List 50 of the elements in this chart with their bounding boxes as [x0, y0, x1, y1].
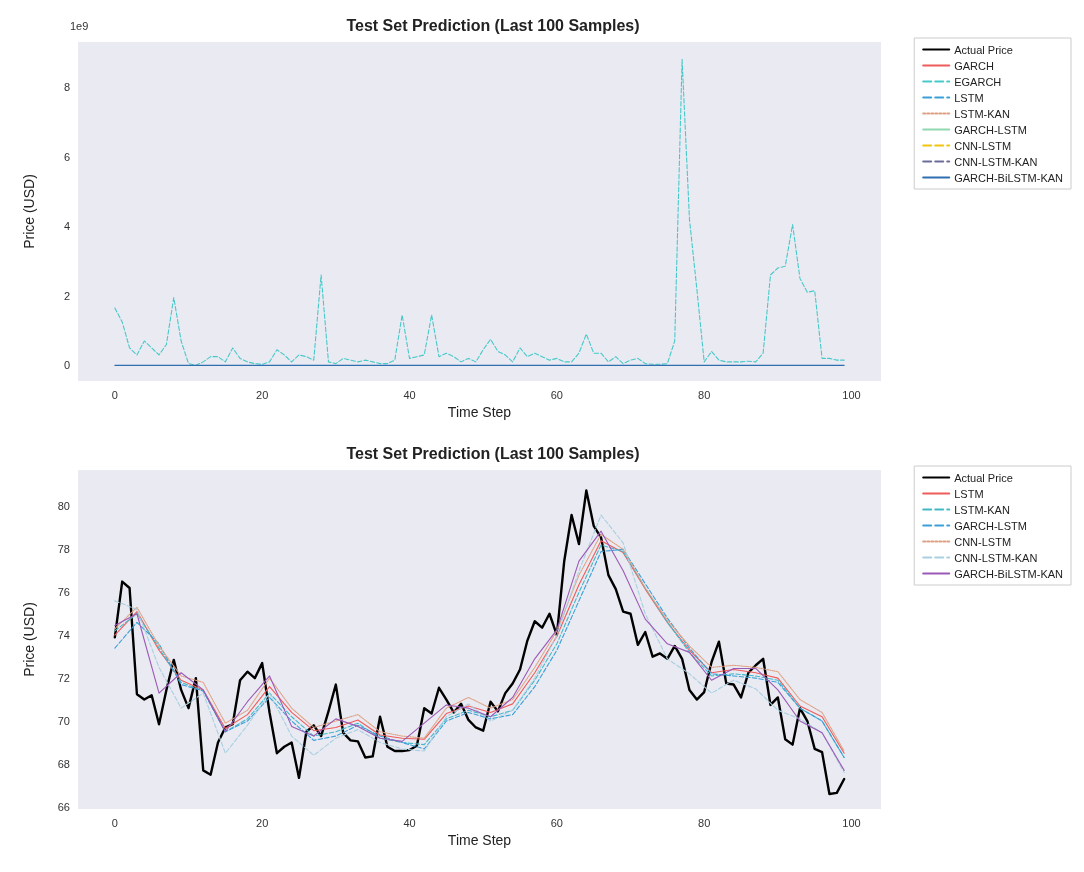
y-tick-label: 76 [57, 586, 70, 599]
y-tick-label: 78 [57, 543, 70, 556]
legend-label: GARCH-LSTM [954, 519, 1027, 532]
x-tick-label: 60 [550, 388, 563, 401]
x-tick-label: 0 [111, 816, 118, 829]
legend-label: LSTM-KAN [954, 107, 1010, 120]
legend-label: GARCH-BiLSTM-KAN [954, 171, 1064, 184]
legend-label: Actual Price [954, 471, 1013, 484]
x-tick-label: 40 [403, 816, 416, 829]
legend-label: LSTM [954, 487, 984, 500]
y-tick-label: 4 [63, 220, 70, 233]
legend-label: EGARCH [954, 75, 1002, 88]
y-axis-title: Price (USD) [21, 174, 37, 249]
x-tick-label: 40 [403, 388, 416, 401]
text: 1e9 [70, 19, 89, 32]
x-tick-label: 60 [550, 816, 563, 829]
y-tick-label: 66 [57, 800, 70, 813]
x-axis-title: Time Step [447, 404, 512, 420]
line-series [113, 489, 846, 796]
y-tick-label: 2 [63, 289, 70, 302]
x-tick-label: 100 [842, 388, 861, 401]
legend-label: CNN-LSTM [954, 535, 1012, 548]
y-tick-label: 74 [57, 629, 70, 642]
chart-title: Test Set Prediction (Last 100 Samples) [346, 444, 640, 462]
y-axis-title: Price (USD) [21, 602, 37, 677]
y-tick-label: 0 [63, 359, 70, 372]
y-tick-label: 72 [57, 672, 70, 685]
y-tick-label: 70 [57, 715, 70, 728]
y-tick-label: 8 [63, 81, 70, 94]
legend-label: CNN-LSTM [954, 139, 1012, 152]
legend-label: LSTM-KAN [954, 503, 1010, 516]
legend-label: GARCH-LSTM [954, 123, 1027, 136]
line-series [114, 58, 845, 366]
x-tick-label: 80 [698, 816, 711, 829]
chart-title: Test Set Prediction (Last 100 Samples) [346, 16, 640, 34]
y-tick-label: 6 [63, 150, 70, 163]
legend-label: Actual Price [954, 43, 1013, 56]
y-tick-label: 80 [57, 500, 70, 513]
x-tick-label: 80 [698, 388, 711, 401]
x-tick-label: 20 [256, 816, 269, 829]
x-tick-label: 0 [111, 388, 118, 401]
y-tick-label: 68 [57, 757, 70, 770]
x-tick-label: 100 [842, 816, 861, 829]
legend-label: GARCH [954, 59, 994, 72]
legend-label: CNN-LSTM-KAN [954, 155, 1038, 168]
legend-label: LSTM [954, 91, 984, 104]
x-axis-title: Time Step [447, 832, 512, 848]
x-tick-label: 20 [256, 388, 269, 401]
legend-label: CNN-LSTM-KAN [954, 551, 1038, 564]
legend-label: GARCH-BiLSTM-KAN [954, 567, 1064, 580]
